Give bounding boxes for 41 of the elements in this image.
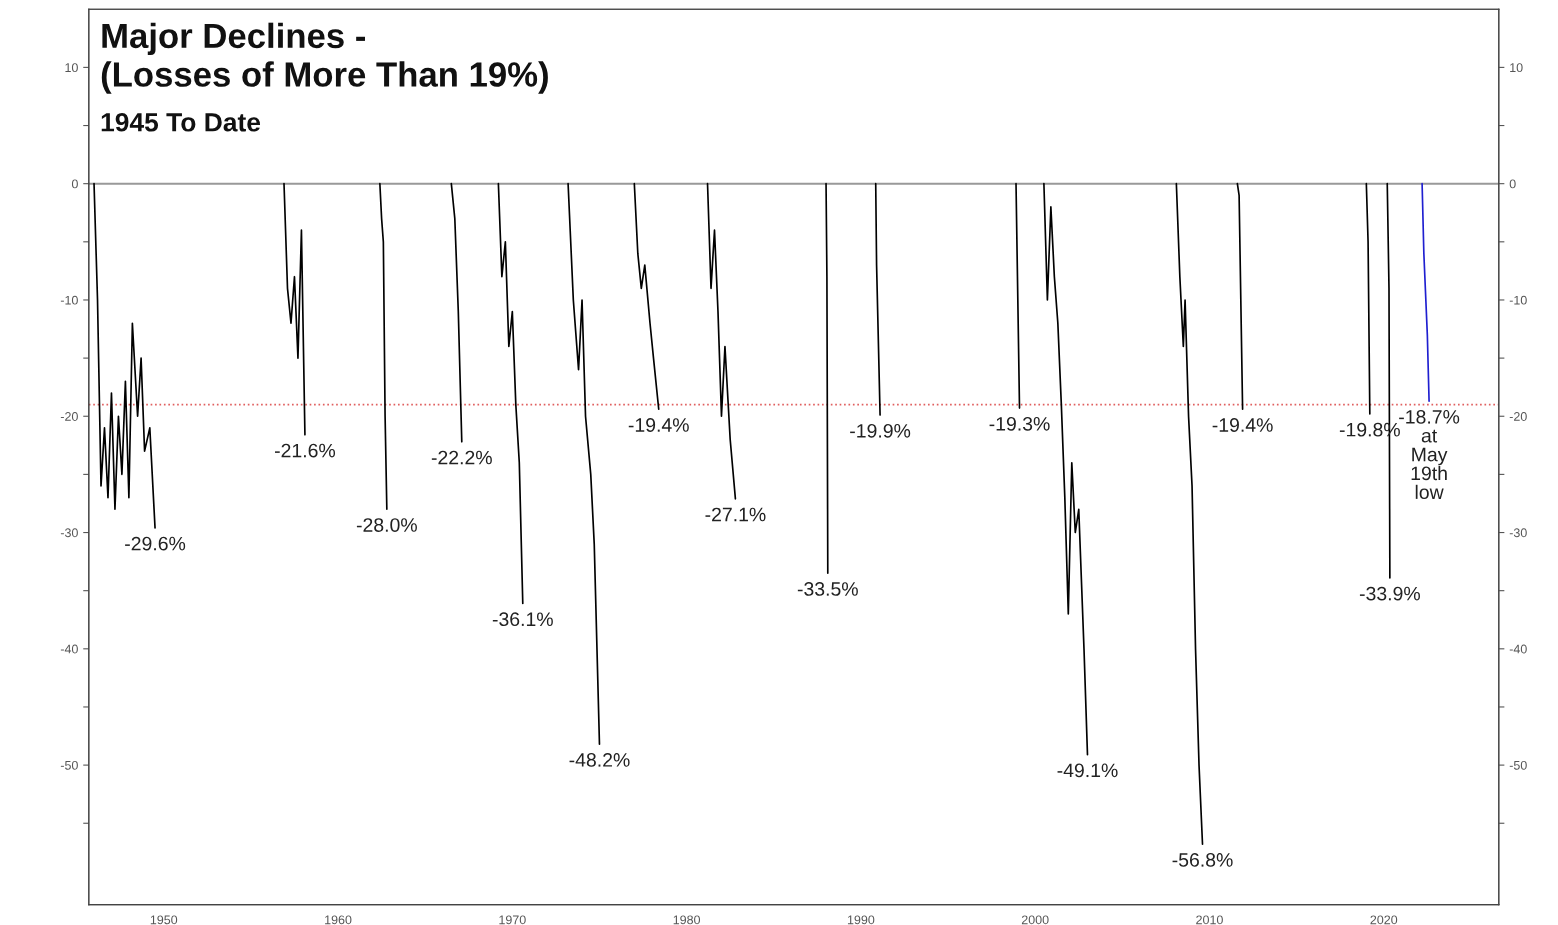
y-tick-label: -20	[60, 412, 78, 421]
annotation: -33.9%	[1359, 586, 1420, 601]
y-tick-label: -50	[60, 760, 78, 770]
annotation: -48.2%	[569, 753, 630, 767]
line-series	[1421, 182, 1430, 402]
y-tick-label: 10	[65, 63, 78, 73]
x-tick-label: 1960	[325, 915, 352, 925]
y2-tick-label: -20	[1509, 412, 1527, 421]
y-tick-label: 0	[71, 179, 78, 189]
x-tick-label: 2010	[1196, 915, 1223, 925]
x-tick-label: 1970	[499, 915, 526, 925]
annotation: -19.3%	[989, 416, 1050, 431]
x-tick-label: 1990	[847, 915, 875, 925]
x-tick-label: 1980	[673, 915, 701, 925]
annotation: -27.1%	[705, 507, 766, 522]
text: Major Declines - (Losses of More Than 19%)	[101, 22, 548, 94]
y2-tick-label: 10	[1510, 63, 1523, 73]
annotation: -33.5%	[797, 582, 858, 596]
annotation: -56.8%	[1172, 853, 1233, 867]
y-tick-label: -40	[60, 644, 78, 654]
annotation: -18.7% at May 19th low	[1399, 409, 1460, 500]
x-tick-label: 2000	[1021, 915, 1049, 925]
text: 1945 To Date	[101, 112, 261, 132]
annotation: -19.4%	[628, 418, 689, 432]
y2-tick-label: -50	[1509, 760, 1527, 770]
x-tick-label: 1950	[150, 915, 178, 925]
annotation: -36.1%	[492, 612, 553, 627]
y2-tick-label: -10	[1509, 295, 1527, 305]
annotation: -22.2%	[431, 450, 492, 465]
annotation: -19.9%	[850, 423, 911, 438]
y-tick-label: -10	[60, 295, 78, 305]
x-tick-label: 2020	[1370, 915, 1398, 925]
annotation: -19.4%	[1212, 418, 1273, 432]
annotation: -49.1%	[1057, 763, 1118, 778]
y-tick-label: -30	[60, 528, 78, 538]
annotation: -28.0%	[356, 518, 417, 532]
y2-tick-label: -40	[1509, 644, 1527, 654]
y2-tick-label: -30	[1509, 528, 1527, 538]
annotation: -29.6%	[125, 536, 186, 551]
y2-tick-label: 0	[1509, 179, 1516, 189]
annotation: -21.6%	[274, 443, 336, 458]
